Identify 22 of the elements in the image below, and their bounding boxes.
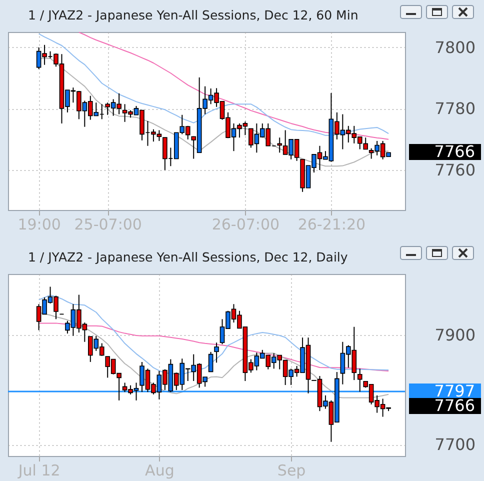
x-tick-label: 19:00 (18, 216, 61, 234)
y-tick-label: 7780 (434, 99, 476, 118)
candlestick (208, 351, 214, 372)
x-tick-label: 26-21:20 (298, 216, 366, 234)
line-series (38, 33, 390, 136)
candlestick (277, 137, 282, 154)
y-tick-label: 7900 (434, 326, 476, 345)
chart-title: 1 / JYAZ2 - Japanese Yen-All Sessions, Dec 12, 60 Min (28, 7, 358, 22)
x-tick-label: 26-07:00 (212, 216, 280, 234)
text: 7766 (434, 396, 475, 415)
y-tick-label: 7800 (434, 38, 476, 57)
y-tick-label: 7760 (434, 160, 476, 180)
line-series (78, 32, 390, 140)
x-tick-label: Jul 12 (17, 462, 60, 480)
x-tick-label: Aug (145, 462, 174, 480)
text: 7766 (434, 142, 475, 161)
candlestick (357, 368, 362, 392)
y-tick-label: 7700 (434, 435, 476, 454)
x-tick-label: Sep (277, 462, 306, 480)
x-tick-label: 25-07:00 (74, 216, 142, 234)
chart-title: 1 / JYAZ2 - Japanese Yen-All Sessions, Dec 12, Daily (28, 250, 348, 264)
candlestick (214, 342, 219, 364)
